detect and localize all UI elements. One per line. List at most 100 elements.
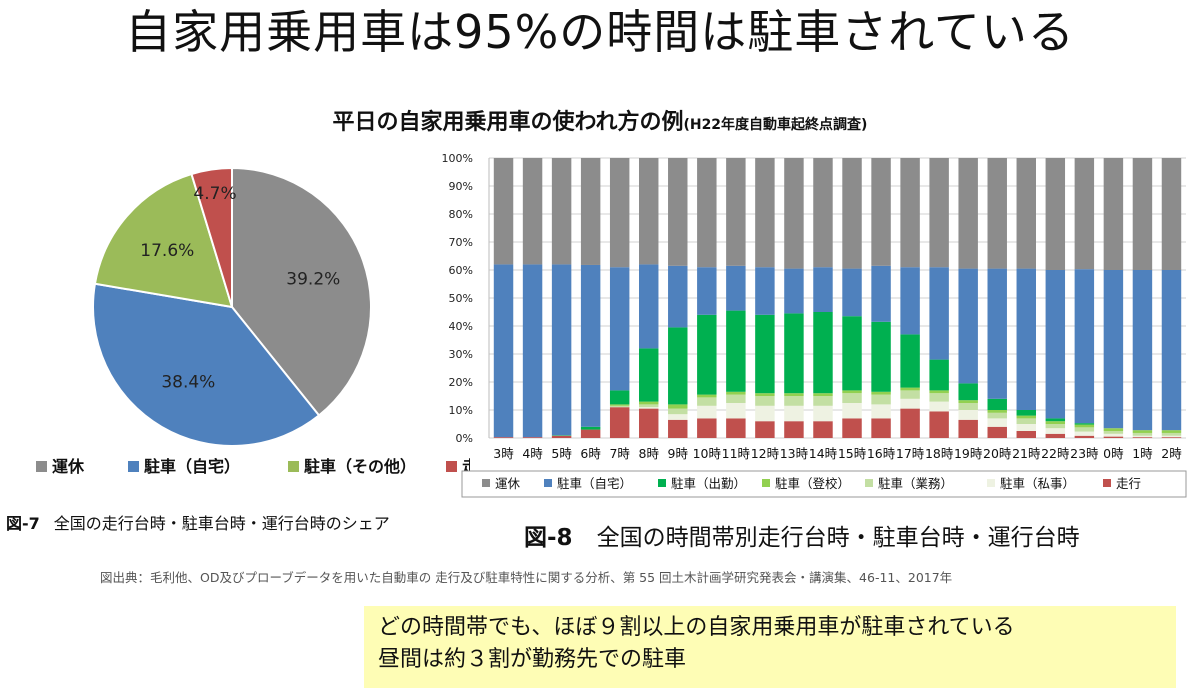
bar-segment [784,393,804,396]
bar-segment [813,267,833,312]
bar-legend-label: 駐車（業務） [878,476,953,491]
bar-segment [668,414,688,420]
bar-legend-label: 駐車（私事） [1000,476,1075,491]
bar-segment [1103,270,1124,429]
bar-segment [842,403,862,419]
bar-segment [842,418,862,438]
bar-legend-swatch [987,479,995,487]
bar-segment [900,158,920,268]
pie-legend-label: 駐車（その他） [304,457,416,476]
figure-8-text: 全国の時間帯別走行台時・駐車台時・運行台時 [596,525,1080,551]
bar-segment [784,158,804,269]
bar-segment [1103,431,1124,434]
bar-segment [755,158,775,268]
bar-segment [900,408,920,438]
bar-segment [871,391,891,395]
bar-segment [493,437,514,438]
figure-7-label: 図-7 [6,514,40,533]
bar-segment [1103,433,1124,437]
bar-segment [1132,270,1153,431]
bar-segment [842,316,862,391]
subtitle-main: 平日の自家用乗用車の使われ方の例 [332,110,684,135]
bar-segment [726,158,746,266]
bar-segment [1074,435,1095,438]
bar-segment [1045,418,1066,422]
bar-segment [1045,421,1066,424]
x-tick-label: 19時 [954,446,983,461]
bar-segment [813,396,833,406]
bar-segment [726,394,746,403]
bar-segment [551,158,572,265]
bar-segment [697,394,717,398]
bar-segment [668,265,688,328]
bar-legend-swatch [865,479,873,487]
bar-segment [871,265,891,322]
bar-segment [1161,430,1182,433]
bar-segment [1161,270,1182,431]
bar-segment [871,404,891,419]
bar-segment [639,264,659,349]
pie-legend-swatch [288,461,299,472]
bar-segment [929,393,949,402]
bar-segment [1045,158,1066,270]
bar-legend-swatch [544,479,552,487]
bar-segment [842,268,862,317]
bar-segment [1016,431,1036,438]
bar-segment [1103,436,1124,438]
bar-segment [522,437,543,438]
bar-segment [813,421,833,438]
bar-segment [987,268,1007,399]
pie-data-label: 39.2% [286,269,340,289]
bar-segment [987,412,1007,419]
x-tick-label: 14時 [809,446,838,461]
bar-segment [1074,158,1095,270]
bar-segment [1074,269,1095,424]
bar-legend-label: 駐車（出勤） [671,476,746,491]
bar-segment [639,408,659,438]
bar-segment [668,419,688,438]
bar-legend-swatch [658,479,666,487]
bar-segment [1074,423,1095,425]
bar-segment [697,405,717,419]
bar-segment [755,421,775,438]
bar-segment [668,404,688,409]
bar-segment [755,405,775,422]
bar-segment [1161,435,1182,438]
bar-segment [1016,415,1036,419]
bar-segment [639,348,659,402]
bar-segment [900,398,920,409]
bar-segment [1074,427,1095,432]
bar-legend-label: 運休 [495,476,521,491]
x-tick-label: 0時 [1103,446,1124,461]
highlight-note: どの時間帯でも、ほぼ９割以上の自家用乗用車が駐車されている 昼間は約３割が勤務先… [364,606,1176,688]
bar-segment [929,158,949,268]
pie-slice [231,166,372,417]
bar-segment [929,401,949,412]
pie-data-label: 4.7% [193,184,236,204]
pie-slice [190,166,233,308]
bar-segment [987,398,1007,410]
x-tick-label: 4時 [522,446,543,461]
bar-segment [1132,158,1153,270]
bar-segment [958,268,978,384]
bar-segment [522,158,543,265]
bar-segment [958,383,978,401]
x-tick-label: 17時 [896,446,925,461]
bar-segment [1132,437,1153,438]
bar-segment [1161,158,1182,270]
bar-segment [1045,433,1066,438]
bar-segment [784,313,804,394]
x-tick-label: 8時 [639,446,660,461]
bar-segment [958,158,978,269]
x-tick-label: 22時 [1041,446,1070,461]
bar-segment [784,421,804,438]
bar-segment [697,314,717,395]
bar-segment [697,397,717,406]
bar-segment [813,393,833,396]
bar-segment [1161,432,1182,436]
pie-legend-swatch [128,461,139,472]
x-tick-label: 15時 [838,446,867,461]
bar-segment [871,394,891,405]
bar-segment [668,327,688,405]
bar-segment [668,158,688,266]
